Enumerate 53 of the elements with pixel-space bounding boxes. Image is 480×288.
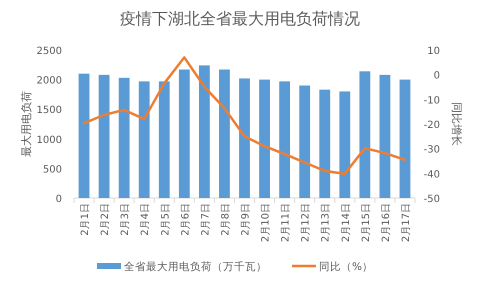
x-tick-label: 2月5日 [160,203,172,236]
x-tick-label: 2月11日 [280,203,292,242]
bar [319,90,330,198]
x-tick-label: 2月15日 [360,203,372,242]
x-tick-label: 2月3日 [120,203,132,236]
line-series [82,56,406,176]
bar [279,81,290,198]
bar [299,86,310,198]
x-tick-label: 2月17日 [400,203,412,242]
y2-tick-label: -40 [424,169,440,180]
legend-label: 全省最大用电负荷（万千瓦） [124,260,267,273]
bar [400,80,410,198]
bar [78,74,90,198]
chart-title: 疫情下湖北全省最大用电负荷情况 [120,9,360,28]
y-tick-label: 2500 [36,46,62,57]
bar [118,78,130,198]
y2-tick-label: -10 [424,95,440,106]
x-tick-label: 2月10日 [260,203,272,242]
x-tick-label: 2月16日 [380,203,392,242]
x-tick-label: 2月6日 [180,203,192,236]
x-tick-label: 2月2日 [100,203,112,236]
y-tick-label: 1000 [36,134,62,146]
legend-label: 同比（%） [319,260,373,273]
bar [98,74,110,198]
bar [138,81,150,198]
y2-tick-label: -30 [424,144,440,156]
y-tick-label: 2000 [36,76,62,87]
y2-tick-label: 0 [434,70,440,82]
y2-axis-title: 同比增长 [450,102,463,146]
y2-tick-label: 10 [427,46,440,57]
x-tick-label: 2月8日 [220,203,232,236]
y-tick-label: 0 [56,194,62,205]
bar [379,74,390,198]
bar [259,80,270,198]
x-tick-label: 2月7日 [200,203,212,236]
x-tick-label: 2月9日 [240,203,252,236]
y-axis-title: 最大用电负荷 [20,91,33,157]
x-tick-label: 2月4日 [140,203,152,236]
bar [219,70,230,198]
bar [198,65,210,198]
y-tick-label: 1500 [36,105,62,116]
x-tick-label: 2月12日 [300,203,312,242]
y2-tick-label: -50 [424,194,440,205]
x-tick-label: 2月1日 [80,203,92,236]
bar [158,81,170,198]
y2-tick-label: -20 [424,120,440,131]
y-tick-label: 500 [42,164,62,176]
x-tick-label: 2月13日 [320,203,332,242]
bar [239,78,250,198]
bar [178,70,190,198]
bar [359,71,370,198]
bar [339,91,350,198]
x-tick-label: 2月14日 [340,203,352,242]
